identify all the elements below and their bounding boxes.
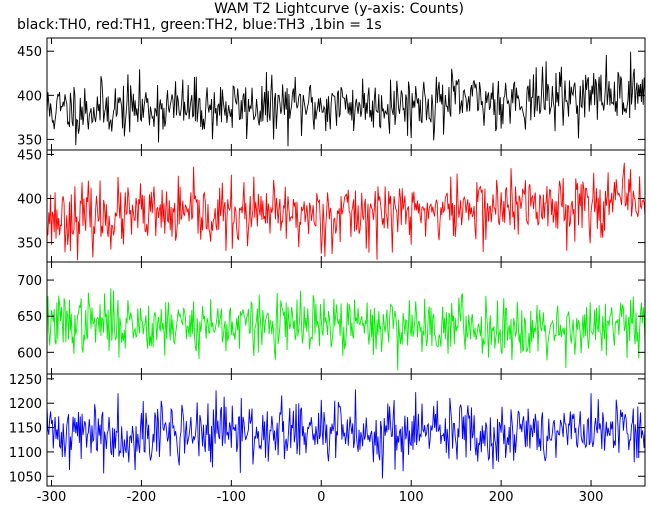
y-tick-label: 450 [17,148,42,163]
x-tick-label: 100 [399,490,424,505]
y-tick-label: 1150 [9,422,42,437]
panel-th3: 1050 1100 1150 1200 1250 [9,373,646,487]
series-th0 [47,51,645,147]
panel-th0: 350 400 450 [17,37,646,151]
series-th3 [47,389,645,479]
chart-title: WAM T2 Lightcurve (y-axis: Counts) [214,1,464,17]
panel-th2: 600 650 700 [17,261,646,375]
y-tick-label: 1250 [9,373,42,388]
x-tick-label: 300 [579,490,604,505]
panel-frame [46,261,646,375]
x-tick-label: -200 [127,490,157,505]
panel-frame [46,373,646,487]
y-tick-label: 400 [17,193,42,208]
y-tick-label: 1050 [9,470,42,485]
y-tick-label: 350 [17,133,42,148]
y-tick-label: 400 [17,89,42,104]
x-axis: -300 -200 -100 0 100 200 300 [37,490,604,505]
x-tick-label: 0 [317,490,325,505]
panel-th1: 350 400 450 [17,148,646,263]
y-tick-label: 1200 [9,397,42,412]
y-tick-label: 650 [17,310,42,325]
y-tick-label: 350 [17,237,42,252]
y-tick-label: 450 [17,45,42,60]
x-tick-label: 200 [489,490,514,505]
series-th1 [47,162,645,261]
x-tick-label: -300 [37,490,67,505]
y-tick-label: 600 [17,346,42,361]
y-tick-label: 1100 [9,446,42,461]
panels-group: 3504004503504004506006507001050110011501… [9,37,646,487]
x-tick-label: -100 [217,490,247,505]
series-th2 [47,288,645,371]
y-tick-label: 700 [17,274,42,289]
chart-subtitle: black:TH0, red:TH1, green:TH2, blue:TH3 … [17,17,382,33]
